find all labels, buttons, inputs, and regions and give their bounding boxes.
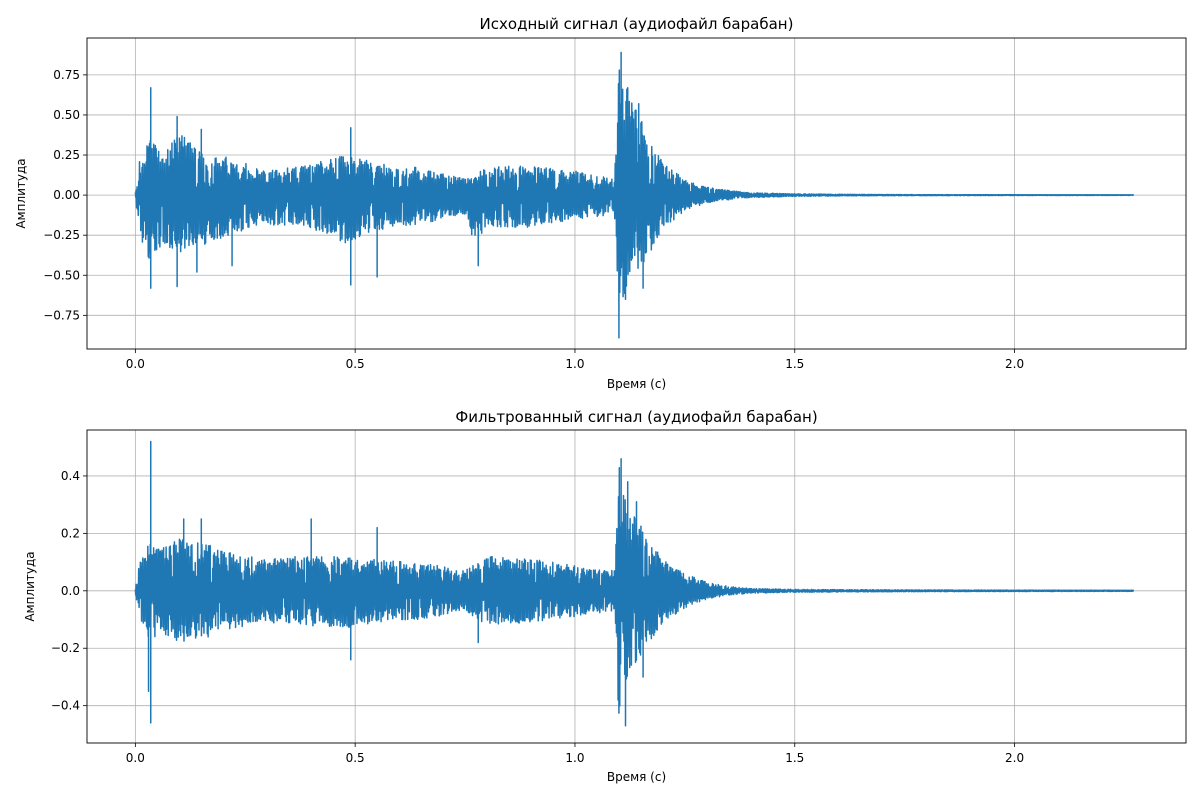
y-tick-label: 0.2	[61, 526, 80, 540]
y-tick-label: −0.25	[43, 228, 80, 242]
signal-waveform-line	[134, 440, 1134, 727]
y-tick-label: −0.75	[43, 308, 80, 322]
chart-title: Фильтрованный сигнал (аудиофайл барабан)	[455, 408, 817, 426]
plot-frame	[86, 37, 1187, 350]
x-axis-label: Время (с)	[607, 770, 666, 784]
x-tick-label: 0.0	[126, 751, 145, 765]
x-tick-label: 1.0	[565, 751, 584, 765]
x-tick-label: 1.5	[785, 357, 804, 371]
x-tick-label: 0.5	[346, 357, 365, 371]
y-tick-label: 0.0	[61, 584, 80, 598]
x-tick-label: 0.0	[126, 357, 145, 371]
y-tick-label: 0.50	[53, 108, 80, 122]
x-tick-label: 0.5	[346, 751, 365, 765]
x-tick-label: 2.0	[1005, 751, 1024, 765]
x-tick-label: 1.5	[785, 751, 804, 765]
plot-frame	[86, 429, 1187, 744]
y-tick-label: 0.00	[53, 188, 80, 202]
y-tick-label: −0.4	[51, 699, 80, 713]
y-tick-label: −0.50	[43, 268, 80, 282]
y-axis-label: Амплитуда	[23, 551, 37, 621]
y-tick-label: 0.4	[61, 469, 80, 483]
signal-waveform-line	[134, 51, 1134, 339]
y-axis-label: Амплитуда	[14, 158, 28, 228]
x-tick-label: 2.0	[1005, 357, 1024, 371]
chart-title: Исходный сигнал (аудиофайл барабан)	[480, 15, 794, 33]
chart-filtered-signal: 0.0 0.5 1.0 1.5 2.0 −0.4 −0.2 0.0 0.2 0.4 Фильтров…	[23, 408, 1187, 784]
x-tick-label: 1.0	[565, 357, 584, 371]
y-tick-label: 0.75	[53, 68, 80, 82]
x-axis-label: Время (с)	[607, 377, 666, 391]
chart-original-signal: 0.0 0.5 1.0 1.5 2.0 −0.75 −0.50 −0.25 0.00 0.25 0.…	[14, 15, 1187, 391]
y-tick-label: −0.2	[51, 641, 80, 655]
y-tick-label: 0.25	[53, 148, 80, 162]
